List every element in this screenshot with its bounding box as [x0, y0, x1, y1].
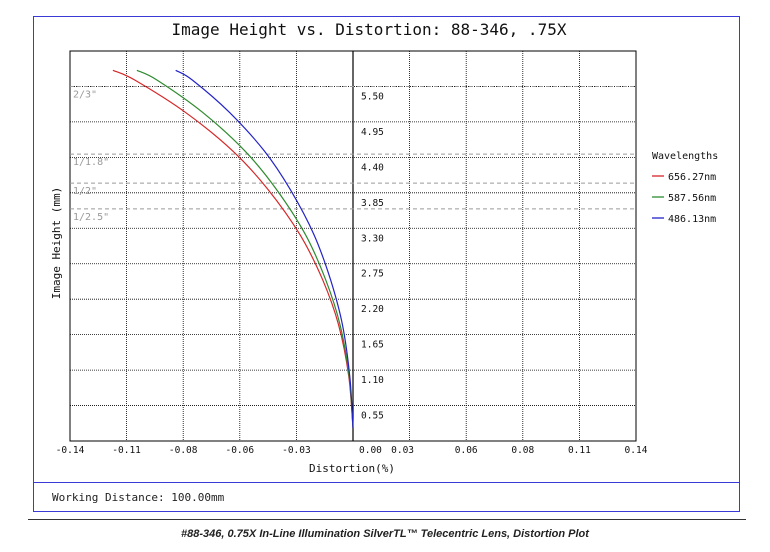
figure-caption: #88-346, 0.75X In-Line Illumination Silv… — [181, 528, 589, 540]
x-tick-label: 0.00 — [359, 445, 382, 456]
y-tick-label: 2.75 — [361, 269, 384, 280]
series-curves — [112, 69, 354, 429]
y-tick-label: 1.65 — [361, 340, 384, 351]
y-tick-label: 4.40 — [361, 162, 384, 173]
legend-label: 656.27nm — [668, 172, 716, 183]
x-tick-label: 0.06 — [455, 445, 478, 456]
sensor-label: 1/2.5" — [73, 212, 109, 223]
y-tick-label: 1.10 — [361, 375, 384, 386]
x-tick-label: 0.03 — [391, 445, 414, 456]
y-axis-label: Image Height (mm) — [50, 187, 63, 300]
x-tick-label: -0.14 — [56, 445, 85, 456]
caption-rule — [28, 519, 746, 520]
plot-frame — [33, 16, 740, 483]
legend-title: Wavelengths — [652, 151, 718, 162]
x-tick-label: 0.08 — [511, 445, 534, 456]
series-line-486.13nm — [175, 69, 354, 429]
x-tick-label: -0.08 — [169, 445, 198, 456]
legend: Wavelengths 656.27nm 587.56nm 486.13nm — [652, 151, 718, 225]
legend-label: 486.13nm — [668, 214, 716, 225]
working-distance: Working Distance: 100.00mm — [52, 491, 225, 504]
x-tick-label: -0.11 — [112, 445, 141, 456]
y-tick-label: 2.20 — [361, 304, 384, 315]
chart-title: Image Height vs. Distortion: 88-346, .75… — [172, 20, 567, 39]
x-tick-label: -0.03 — [282, 445, 311, 456]
sensor-label: 2/3" — [73, 89, 97, 100]
footer-box: Working Distance: 100.00mm — [33, 482, 740, 512]
sensor-label: 1/1.8" — [73, 157, 109, 168]
y-tick-label: 3.30 — [361, 233, 384, 244]
x-tick-label: 0.11 — [568, 445, 591, 456]
legend-label: 587.56nm — [668, 193, 716, 204]
y-tick-label: 3.85 — [361, 198, 384, 209]
y-tick-label: 4.95 — [361, 127, 384, 138]
series-line-656.27nm — [112, 69, 354, 429]
sensor-label: 1/2" — [73, 186, 97, 197]
sensor-size-lines: 2/3" 1/1.8" 1/2" 1/2.5" — [70, 85, 636, 223]
x-tick-label: 0.14 — [625, 445, 648, 456]
x-axis-label: Distortion(%) — [309, 462, 395, 475]
y-tick-labels: 0.55 1.10 1.65 2.20 2.75 3.30 3.85 4.40 4.95 5.50 — [361, 91, 384, 421]
y-tick-label: 0.55 — [361, 411, 384, 422]
grid-lines — [69, 50, 637, 442]
x-tick-label: -0.06 — [225, 445, 254, 456]
y-tick-label: 5.50 — [361, 91, 384, 102]
series-line-587.56nm — [136, 69, 354, 429]
x-tick-labels: -0.14 -0.11 -0.08 -0.06 -0.03 0.00 0.03 0.06 0.0… — [56, 445, 648, 456]
